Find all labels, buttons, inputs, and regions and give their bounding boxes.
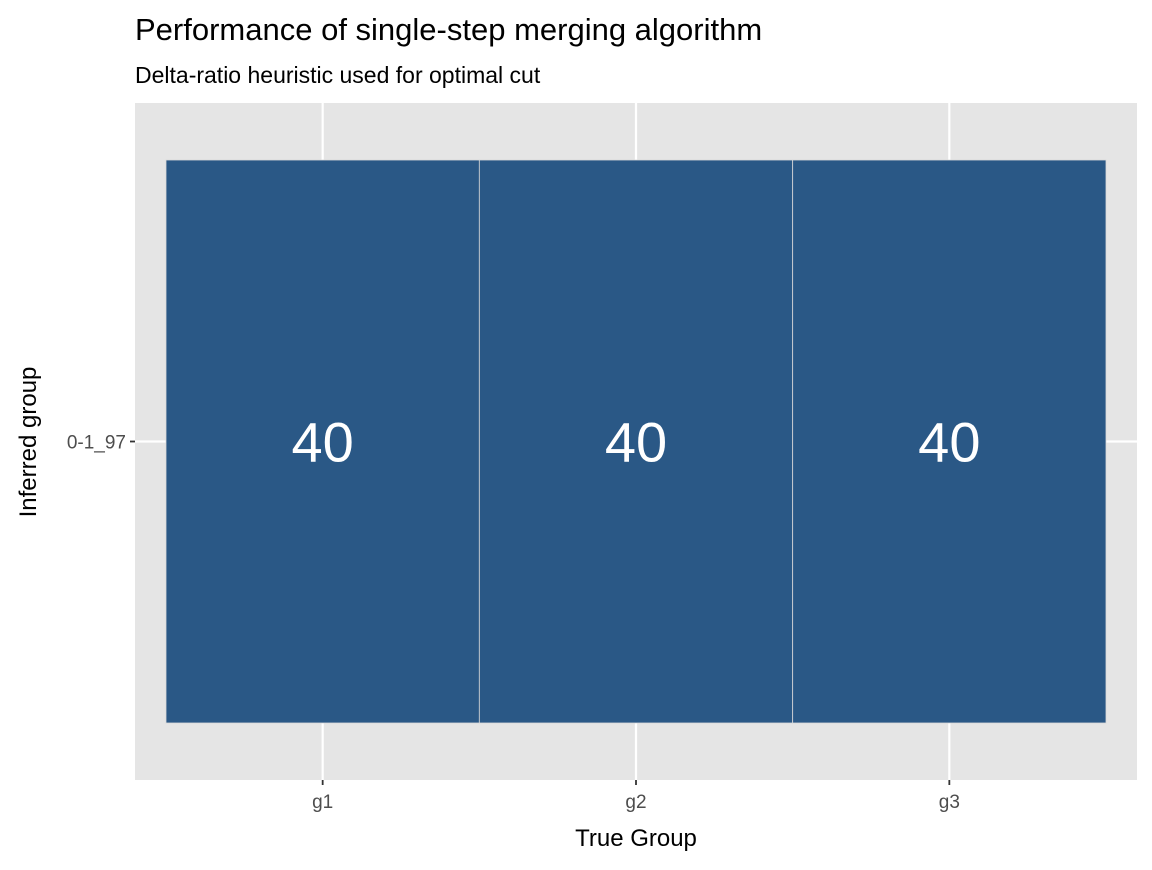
chart-title: Performance of single-step merging algor… [135,12,762,47]
chart-subtitle: Delta-ratio heuristic used for optimal c… [135,62,541,88]
x-tick-label: g2 [625,792,646,813]
axes: g1 g2 g3 0-1_97 [67,433,960,814]
x-axis-title: True Group [575,825,697,852]
heatmap-tile [792,159,1107,724]
tile-value-label: 40 [605,411,667,474]
heatmap-tile [478,159,794,724]
x-tick-label: g1 [312,792,333,813]
y-axis-title: Inferred group [15,367,42,518]
y-tick-label: 0-1_97 [67,433,126,454]
heatmap-tile [165,159,480,724]
tile-value-label: 40 [292,411,354,474]
heatmap-tiles: 40 40 40 [165,159,1107,724]
x-tick-label: g3 [939,792,960,813]
tile-value-label: 40 [918,411,980,474]
